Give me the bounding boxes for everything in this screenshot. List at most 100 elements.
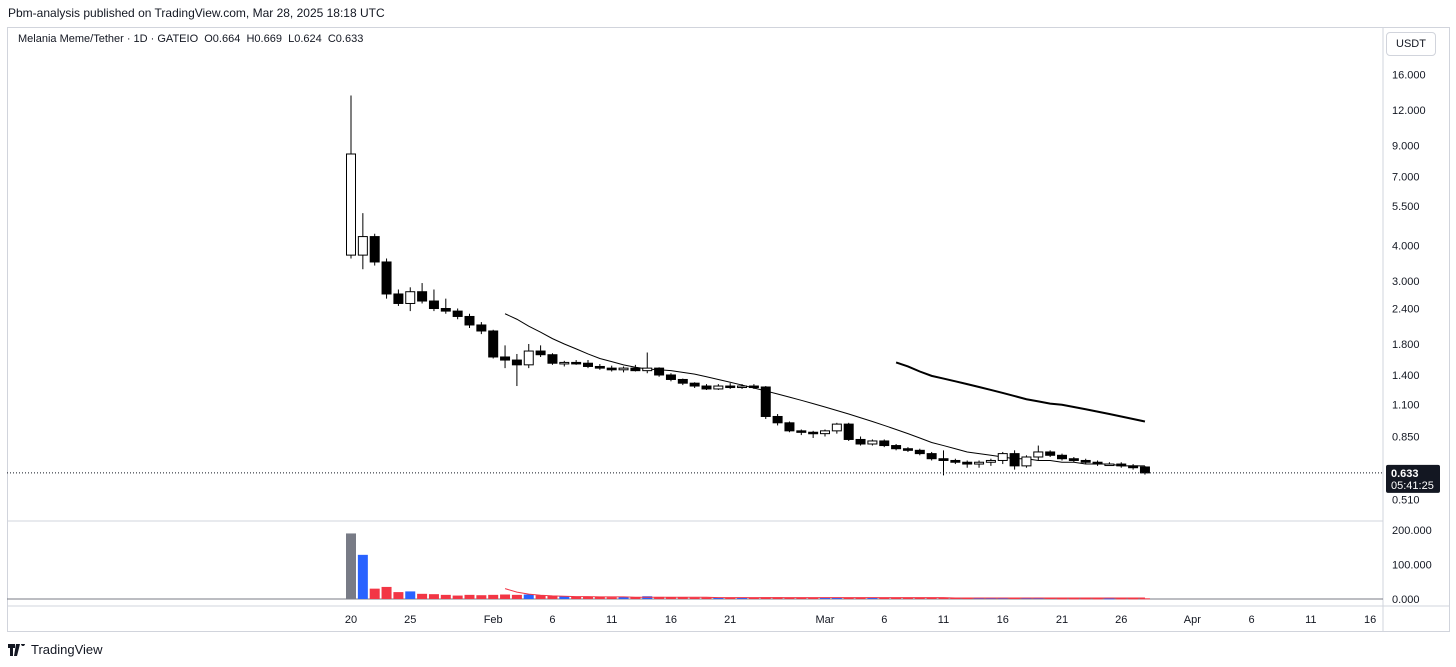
ma-long-line <box>895 361 1146 423</box>
time-tick-label: 20 <box>345 614 357 626</box>
candle-up <box>523 350 534 366</box>
chart-frame <box>7 27 1450 632</box>
candle-down <box>677 378 688 384</box>
candle-down <box>630 367 641 372</box>
candle-down <box>1068 458 1079 461</box>
volume-bar <box>357 554 368 599</box>
price-tick-label: 1.800 <box>1392 339 1420 351</box>
candle-down <box>950 459 961 463</box>
candle-down <box>476 324 487 332</box>
volume-bar <box>630 597 641 599</box>
candle-down <box>452 310 463 317</box>
volume-bar <box>346 533 356 599</box>
published-caption: Pbm-analysis published on TradingView.co… <box>8 6 385 20</box>
volume-bar <box>808 597 819 599</box>
candle-down <box>879 440 890 447</box>
volume-bar <box>784 597 795 599</box>
countdown-label: 05:41:25 <box>1391 480 1434 492</box>
time-tick-label: 6 <box>1249 614 1255 626</box>
volume-bar <box>914 597 925 599</box>
volume-bar <box>381 586 392 599</box>
candle-down <box>914 449 925 455</box>
volume-bar <box>606 597 617 599</box>
candle-down <box>843 423 854 440</box>
time-tick-label: 11 <box>938 614 949 626</box>
candle-up <box>974 461 985 465</box>
volume-bar <box>796 597 807 599</box>
volume-bar <box>523 594 534 599</box>
candle-down <box>808 431 819 435</box>
candle-up <box>1021 456 1032 467</box>
candle-down <box>926 453 937 460</box>
volume-bar <box>677 597 688 599</box>
price-tick-label: 5.500 <box>1392 201 1420 213</box>
volume-bar <box>476 595 487 599</box>
tradingview-icon <box>8 643 25 656</box>
volume-bar <box>440 594 451 599</box>
candle-down <box>369 236 380 263</box>
time-tick-label: 21 <box>1056 614 1068 626</box>
candle-down <box>701 385 712 390</box>
candle-down <box>1057 454 1067 460</box>
volume-bar <box>1092 598 1103 600</box>
candle-down <box>393 293 404 304</box>
price-tick-label: 0.510 <box>1392 495 1420 507</box>
last-price-label: 0.633 <box>1391 468 1419 480</box>
volume-bar <box>701 597 712 599</box>
candle-up <box>357 236 368 256</box>
volume-bar <box>511 594 522 599</box>
time-tick-label: 26 <box>1115 614 1127 626</box>
candle-up <box>559 361 570 365</box>
price-tick-label: 1.100 <box>1392 400 1420 412</box>
time-tick-label: 11 <box>606 614 617 626</box>
candle-up <box>642 367 653 372</box>
candle-down <box>1128 465 1139 469</box>
candle-down <box>594 365 605 369</box>
volume-bar <box>665 597 676 599</box>
candle-up <box>820 430 830 435</box>
candle-down <box>725 385 736 389</box>
volume-bar <box>725 597 736 599</box>
price-tick-label: 2.400 <box>1392 304 1420 316</box>
candle-down <box>606 367 617 371</box>
volume-bar <box>500 594 511 599</box>
time-tick-label: 16 <box>1364 614 1376 626</box>
time-tick-label: Mar <box>816 614 835 626</box>
candle-up <box>1033 451 1044 458</box>
legend-open: O0.664 <box>204 33 241 45</box>
volume-bar <box>571 596 582 599</box>
currency-button[interactable]: USDT <box>1386 32 1436 56</box>
candle-down <box>547 354 558 364</box>
candle-down <box>511 359 522 366</box>
candle-up <box>737 385 748 389</box>
candle-down <box>1045 451 1056 456</box>
volume-bar <box>1116 598 1127 600</box>
time-tick-label: 6 <box>881 614 887 626</box>
volume-bar <box>1057 598 1067 600</box>
volume-bar <box>452 595 463 599</box>
candle-down <box>535 350 546 356</box>
tradingview-logo[interactable]: TradingView <box>8 642 103 657</box>
volume-bar <box>902 597 913 599</box>
volume-bar <box>737 597 748 599</box>
volume-bar <box>748 597 759 599</box>
candle-down <box>1139 466 1150 474</box>
time-tick-label: 11 <box>1305 614 1316 626</box>
candle-up <box>985 459 996 463</box>
volume-tick-label: 100.000 <box>1392 560 1432 572</box>
volume-bar <box>405 591 416 599</box>
volume-bar <box>867 597 878 599</box>
volume-bar <box>618 596 629 599</box>
candle-up <box>405 291 416 304</box>
candle-down <box>417 291 428 302</box>
volume-bar <box>772 597 783 599</box>
volume-bar <box>962 597 973 599</box>
price-tick-label: 4.000 <box>1392 241 1420 253</box>
volume-bar <box>559 596 570 599</box>
candle-up <box>618 367 629 371</box>
volume-bar <box>1045 597 1056 599</box>
candle-down <box>748 385 759 389</box>
volume-tick-label: 200.000 <box>1392 525 1432 537</box>
volume-bar <box>855 597 866 599</box>
